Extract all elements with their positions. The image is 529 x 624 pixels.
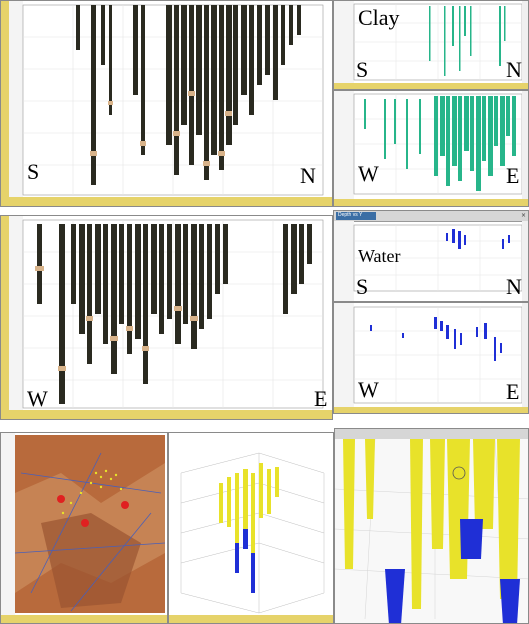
clay-we-plot (334, 91, 528, 206)
water-we-left-label: W (358, 377, 379, 402)
ns-all-section-panel[interactable]: S N (0, 0, 333, 207)
clay-ns-panel[interactable]: Clay S N (333, 0, 529, 90)
water-we-right-label: E (506, 379, 520, 404)
clay-ns-left-label: S (356, 57, 369, 82)
water-title: Water (358, 246, 401, 266)
ns-all-left-label: S (27, 159, 40, 184)
window-close-icon[interactable]: × (520, 212, 526, 219)
3d-closeup-panel[interactable] (334, 428, 529, 624)
clay-ns-right-label: N (506, 57, 522, 82)
water-ns-plot (334, 221, 528, 301)
we-all-right-label: E (314, 386, 328, 411)
clay-title: Clay (358, 5, 400, 30)
3d-closeup-plot (335, 429, 528, 623)
water-ns-left-label: S (356, 274, 369, 299)
we-all-section-panel[interactable]: W E (0, 215, 333, 420)
we-all-section-plot (1, 216, 332, 419)
3d-wells-plot (169, 433, 333, 623)
map-view-panel[interactable] (0, 432, 168, 624)
water-ns-right-label: N (506, 274, 522, 299)
tab-depth-vs-y[interactable]: Depth vs Y (336, 212, 376, 220)
water-window-titlebar[interactable]: Depth vs Y × (334, 211, 528, 222)
water-we-plot (334, 303, 528, 413)
clay-we-left-label: W (358, 161, 379, 186)
clay-ns-plot (334, 1, 528, 89)
water-ns-panel[interactable]: Depth vs Y × Water S N (333, 210, 529, 302)
clay-we-right-label: E (506, 163, 520, 188)
clay-we-panel[interactable]: W E (333, 90, 529, 207)
3d-wells-panel[interactable] (168, 432, 334, 624)
we-all-left-label: W (27, 386, 48, 411)
map-view-plot (1, 433, 167, 623)
water-we-panel[interactable]: W E (333, 302, 529, 414)
ns-all-section-plot (1, 1, 332, 206)
ns-all-right-label: N (300, 163, 316, 188)
